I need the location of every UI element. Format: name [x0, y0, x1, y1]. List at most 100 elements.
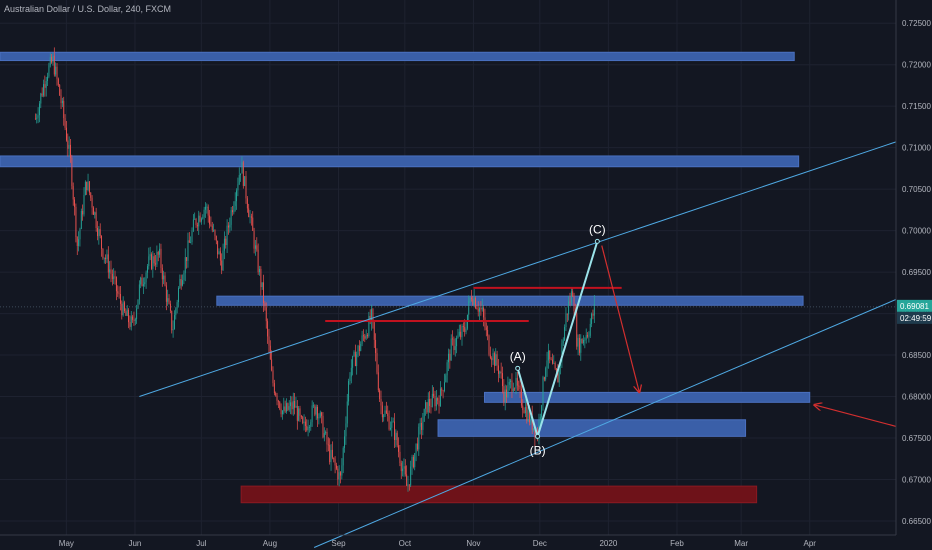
candle-body [202, 217, 204, 219]
candle-body [496, 354, 498, 366]
candle-body [400, 462, 402, 472]
candle-body [340, 472, 341, 476]
candle-body [389, 427, 391, 430]
candle-body [503, 386, 505, 403]
candle-body [160, 248, 162, 268]
candle-body [317, 407, 318, 419]
candle-body [233, 205, 235, 213]
candle-body [427, 399, 429, 413]
candle-body [481, 307, 483, 310]
candle-body [194, 218, 196, 220]
candle-body [41, 93, 43, 96]
candle-body [421, 423, 422, 430]
candle-body [34, 118, 36, 120]
candle-body [549, 350, 551, 359]
candle-body [346, 401, 348, 424]
candle-body [422, 421, 424, 430]
candle-body [253, 230, 255, 249]
candle-body [338, 472, 340, 480]
candle-body [472, 299, 474, 305]
candle-body [86, 181, 88, 191]
candle-body [178, 288, 179, 303]
candle-body [516, 377, 518, 386]
candle-body [511, 380, 513, 392]
candle-body [410, 466, 412, 486]
candle-body [510, 380, 512, 382]
candle-body [450, 338, 452, 361]
candle-body [87, 181, 89, 191]
candle-body [165, 285, 167, 302]
candle-body [556, 368, 557, 373]
candle-body [330, 449, 332, 463]
candle-body [529, 410, 530, 423]
candle-body [458, 331, 460, 336]
candle-body [213, 230, 215, 231]
candle-body [565, 313, 567, 328]
candle-body [473, 297, 475, 305]
candle-body [592, 313, 594, 316]
y-tick-label: 0.67500 [902, 434, 931, 443]
candle-body [38, 103, 40, 116]
candle-body [445, 375, 447, 383]
trend-channel-line [139, 141, 897, 398]
candle-body [265, 307, 267, 322]
candle-body [133, 319, 135, 321]
candle-body [277, 400, 279, 402]
candle-body [515, 377, 517, 389]
candle-body [68, 144, 70, 149]
candle-body [495, 354, 497, 366]
candle-body [152, 256, 154, 269]
candle-body [176, 302, 178, 309]
candle-body [457, 335, 459, 338]
candle-body [377, 372, 379, 391]
candle-body [175, 308, 177, 316]
candle-body [357, 345, 359, 355]
candle-body [153, 256, 155, 264]
candle-body [209, 215, 210, 225]
candle-body [542, 377, 544, 406]
candle-body [95, 212, 97, 229]
candle-body [394, 421, 395, 441]
wave-point [515, 365, 521, 371]
candle-body [319, 412, 321, 417]
candle-body [103, 257, 105, 259]
candle-body [114, 276, 116, 278]
candle-body [75, 206, 77, 238]
candle-body [199, 215, 201, 222]
candle-body [412, 456, 414, 468]
candle-body [349, 376, 351, 382]
candle-body [79, 228, 81, 240]
candle-body [188, 240, 190, 243]
candle-body [182, 280, 183, 286]
candle-body [587, 335, 588, 337]
candle-body [491, 358, 493, 361]
candle-body [396, 432, 398, 446]
candle-body [234, 201, 236, 206]
candle-body [372, 309, 374, 323]
candle-body [211, 225, 213, 231]
candle-body [545, 368, 547, 380]
candle-body [74, 199, 75, 207]
candle-body [252, 217, 254, 231]
candle-body [56, 66, 58, 79]
candle-body [118, 293, 120, 295]
y-tick-label: 0.70500 [902, 185, 931, 194]
candle-body [226, 225, 228, 246]
candle-body [141, 277, 143, 287]
candle-body [392, 421, 394, 423]
candle-body [313, 405, 314, 407]
candle-body [263, 282, 264, 303]
candle-body [198, 215, 200, 227]
candle-body [524, 407, 526, 414]
candle-body [90, 192, 92, 198]
candle-body [446, 362, 448, 376]
candle-body [402, 468, 404, 472]
candle-body [566, 313, 568, 315]
candle-body [107, 254, 109, 273]
candle-body [583, 339, 584, 344]
candle-body [456, 337, 458, 347]
candle-body [94, 212, 96, 215]
candle-body [381, 405, 383, 418]
